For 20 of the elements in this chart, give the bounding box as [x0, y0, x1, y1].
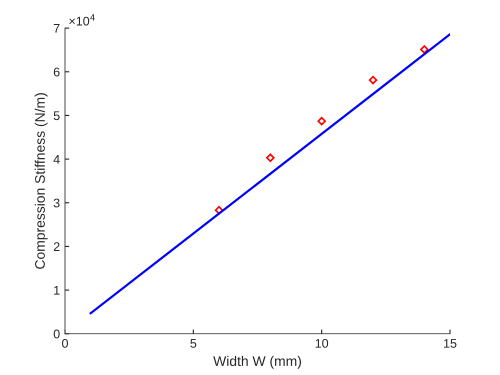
y-tick-label: 5 [54, 111, 60, 120]
y-tick-label: 1 [54, 286, 60, 295]
point [266, 154, 275, 162]
y-tick-label: 7 [54, 24, 60, 33]
x-tick-label: 10 [316, 338, 328, 348]
point [420, 45, 429, 54]
x-axis-title: Width W (mm) [213, 356, 301, 369]
y-tick-label: 6 [54, 68, 60, 76]
x-tick-label: 15 [444, 339, 456, 348]
y-tick-label: 2 [54, 242, 60, 251]
text: ×10$^{4}$ [69, 14, 95, 26]
point [214, 206, 224, 214]
point [317, 116, 326, 126]
y-axis-title: Compression Stiffness (N/m) [34, 93, 48, 269]
point [368, 76, 378, 84]
x-tick-label: 0 [62, 338, 68, 348]
y-tick-label: 4 [53, 155, 60, 164]
y-tick-label: 3 [54, 198, 60, 208]
y-tick-label: 0 [54, 330, 60, 338]
x-tick-label: 5 [190, 339, 196, 348]
